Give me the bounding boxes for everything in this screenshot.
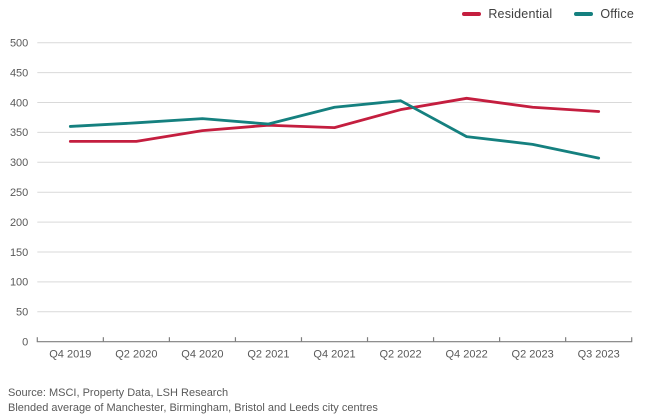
y-axis-tick-label: 300 <box>10 157 28 169</box>
y-axis-tick-label: 0 <box>22 337 28 349</box>
office-series-line <box>68 99 601 160</box>
x-axis-tick-label: Q2 2022 <box>379 349 421 361</box>
x-axis-tick-label: Q2 2023 <box>512 349 554 361</box>
y-axis-tick-label: 100 <box>10 277 28 289</box>
y-axis-tick-label: 500 <box>10 38 28 50</box>
y-axis-tick-label: 50 <box>16 307 28 319</box>
office-line-swatch <box>574 12 594 16</box>
x-axis-tick-label: Q2 2021 <box>247 349 289 361</box>
x-axis-tick-label: Q4 2022 <box>445 349 487 361</box>
x-axis-tick-label: Q4 2020 <box>181 349 223 361</box>
x-axis-tick-label: Q4 2019 <box>49 349 91 361</box>
chart-legend: Residential Office <box>462 7 634 21</box>
y-axis-tick-label: 450 <box>10 67 28 79</box>
y-axis-tick-label: 150 <box>10 247 28 259</box>
source-note: Source: MSCI, Property Data, LSH Researc… <box>8 386 378 415</box>
legend-label-office: Office <box>600 7 634 21</box>
residential-line-swatch <box>462 12 482 16</box>
source-line: Source: MSCI, Property Data, LSH Researc… <box>8 387 229 400</box>
x-axis-tick-label: Q3 2023 <box>578 349 620 361</box>
x-axis-tick-label: Q2 2020 <box>115 349 157 361</box>
y-axis-tick-label: 200 <box>10 217 28 229</box>
y-axis-tick-label: 250 <box>10 187 28 199</box>
x-axis-tick-label: Q4 2021 <box>313 349 355 361</box>
y-axis-tick-label: 400 <box>10 97 28 109</box>
legend-item-residential: Residential <box>462 7 552 21</box>
y-axis-tick-label: 350 <box>10 127 28 139</box>
legend-item-office: Office <box>574 7 634 21</box>
residential-series-line <box>68 96 601 143</box>
source-note-line: Blended average of Manchester, Birmingha… <box>8 401 378 414</box>
legend-label-residential: Residential <box>488 7 553 21</box>
